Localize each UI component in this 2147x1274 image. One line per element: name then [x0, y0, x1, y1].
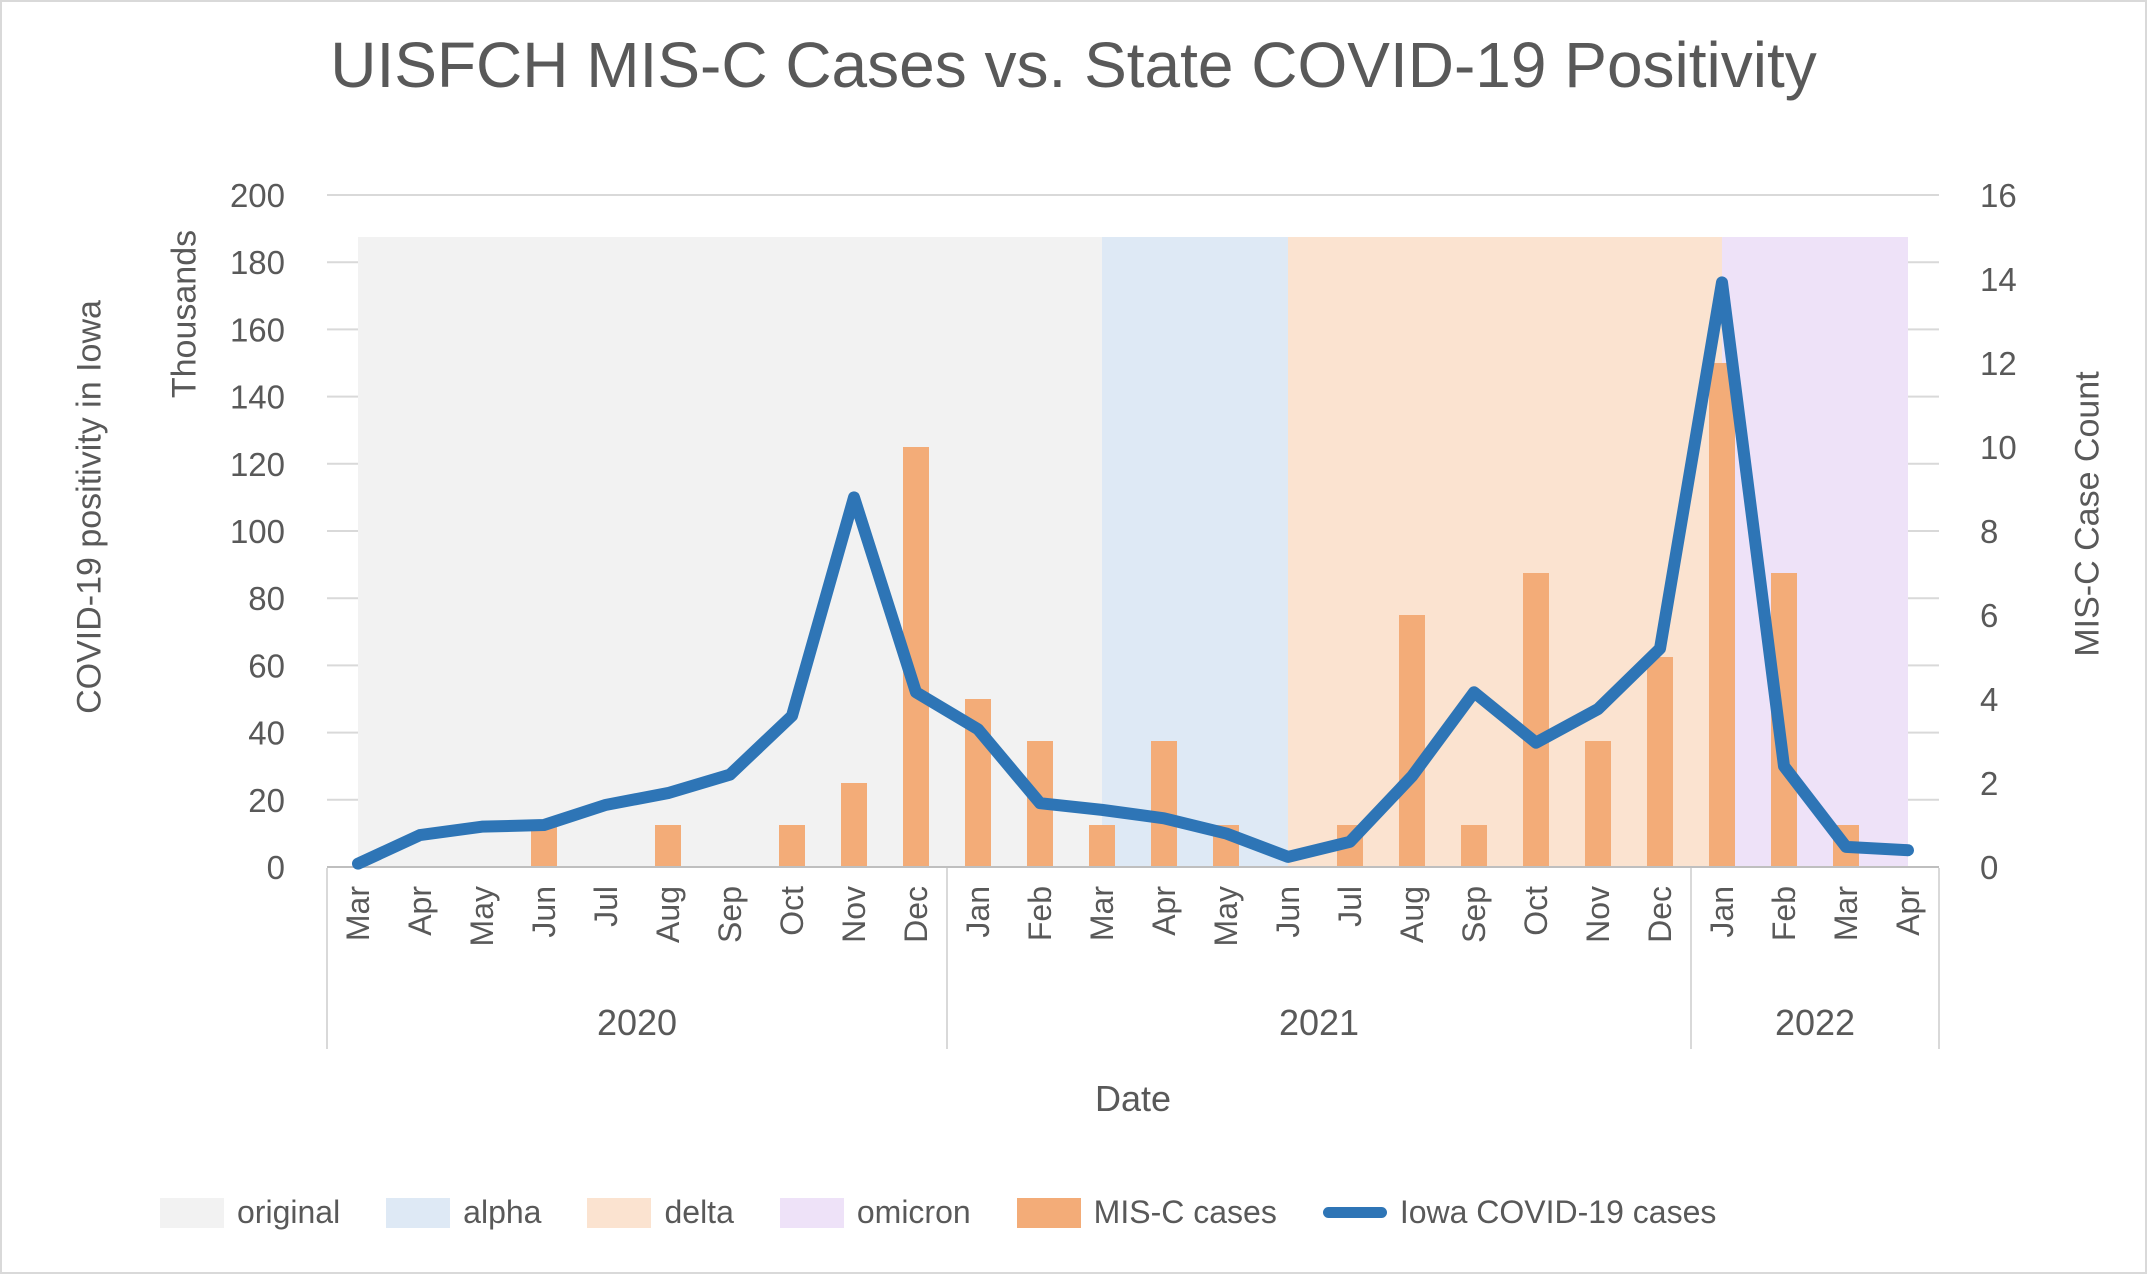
right-axis-tick-label: 10	[1980, 429, 2017, 466]
original-region-swatch-icon	[160, 1197, 224, 1228]
chart-title: UISFCH MIS-C Cases vs. State COVID-19 Po…	[330, 29, 1817, 101]
delta-region-swatch-icon	[587, 1197, 652, 1228]
right-axis-tick-label: 14	[1980, 261, 2017, 298]
month-label: Mar	[1828, 886, 1864, 941]
month-label: Apr	[1890, 886, 1926, 936]
left-axis-tick-label: 0	[267, 849, 285, 886]
left-axis-tick-label: 100	[230, 513, 285, 550]
month-label: Sep	[1456, 886, 1492, 943]
month-label: Aug	[1394, 886, 1430, 943]
month-label: Oct	[1518, 886, 1554, 936]
iowa-covid-line	[352, 276, 1914, 870]
month-label: Sep	[712, 886, 748, 943]
month-label: Nov	[836, 886, 872, 943]
legend-item-iowa-covid-cases: Iowa COVID-19 cases	[1322, 1194, 1717, 1231]
misc-cases-bar	[1647, 657, 1673, 867]
misc-cases-bar	[779, 825, 805, 867]
misc-cases-swatch-icon	[1016, 1197, 1081, 1228]
month-label: Nov	[1580, 886, 1616, 943]
legend-label: delta	[664, 1194, 734, 1230]
month-label: Apr	[402, 886, 438, 936]
alpha-region-swatch-icon	[386, 1197, 451, 1228]
left-axis-tick-label: 180	[230, 244, 285, 281]
legend-item-delta: delta	[587, 1194, 734, 1231]
month-label: Feb	[1022, 886, 1058, 941]
month-label: Mar	[340, 886, 376, 941]
right-axis-tick-label: 6	[1980, 597, 1998, 634]
left-axis-tick-label: 80	[248, 580, 285, 617]
left-axis-tick-label: 120	[230, 446, 285, 483]
left-axis-tick-label: 140	[230, 379, 285, 416]
month-label: Jan	[960, 886, 996, 938]
variant-region-omicron	[1722, 237, 1908, 867]
month-label: May	[464, 886, 500, 946]
right-axis-tick-label: 4	[1980, 681, 1998, 718]
left-axis-tick-label: 60	[248, 647, 285, 684]
legend-item-omicron: omicron	[779, 1194, 971, 1231]
covid-line-swatch-icon	[1322, 1207, 1387, 1218]
month-label: May	[1208, 886, 1244, 946]
month-label: Apr	[1146, 886, 1182, 936]
legend-item-alpha: alpha	[386, 1194, 541, 1231]
omicron-region-swatch-icon	[779, 1197, 844, 1228]
month-label: Dec	[1642, 886, 1678, 943]
legend-label: Iowa COVID-19 cases	[1399, 1194, 1717, 1230]
year-label: 2020	[597, 1002, 677, 1043]
misc-cases-bar	[841, 783, 867, 867]
year-label: 2021	[1279, 1002, 1359, 1043]
right-axis-tick-label: 2	[1980, 765, 1998, 802]
month-label: Jan	[1704, 886, 1740, 938]
misc-cases-bar	[1089, 825, 1115, 867]
misc-cases-bar	[1151, 741, 1177, 867]
month-label: Oct	[774, 886, 810, 936]
misc-cases-bar	[1399, 615, 1425, 867]
month-label: Mar	[1084, 886, 1120, 941]
month-label: Jun	[1270, 886, 1306, 938]
misc-cases-bar	[1461, 825, 1487, 867]
month-label: Feb	[1766, 886, 1802, 941]
year-label: 2022	[1775, 1002, 1855, 1043]
month-label: Jul	[588, 886, 624, 927]
left-axis-tick-label: 40	[248, 715, 285, 752]
legend-label: original	[237, 1194, 341, 1230]
misc-cases-bar	[655, 825, 681, 867]
month-label: Jul	[1332, 886, 1368, 927]
legend-item-misc-cases: MIS-C cases	[1016, 1194, 1277, 1231]
misc-cases-bar	[1709, 363, 1735, 867]
x-axis-title: Date	[1094, 1078, 1172, 1119]
left-axis-tick-label: 20	[248, 782, 285, 819]
right-axis-tick-label: 8	[1980, 513, 1998, 550]
legend-label: MIS-C cases	[1093, 1194, 1277, 1230]
misc-cases-bar	[531, 825, 557, 867]
variant-region-alpha	[1102, 237, 1288, 867]
left-axis-tick-label: 160	[230, 311, 285, 348]
right-axis-tick-label: 12	[1980, 345, 2017, 382]
left-axis-tick-label: 200	[230, 177, 285, 214]
legend-label: alpha	[463, 1194, 542, 1230]
legend-item-original: original	[160, 1194, 340, 1231]
right-axis-tick-label: 16	[1980, 177, 2017, 214]
month-label: Jun	[526, 886, 562, 938]
month-label: Dec	[898, 886, 934, 943]
right-axis-tick-label: 0	[1980, 849, 1998, 886]
legend-label: omicron	[856, 1194, 971, 1230]
chart-legend: original alpha delta omicron MIS-C cases…	[160, 1194, 1716, 1231]
misc-cases-bar	[1523, 573, 1549, 867]
misc-cases-bar	[1585, 741, 1611, 867]
month-label: Aug	[650, 886, 686, 943]
